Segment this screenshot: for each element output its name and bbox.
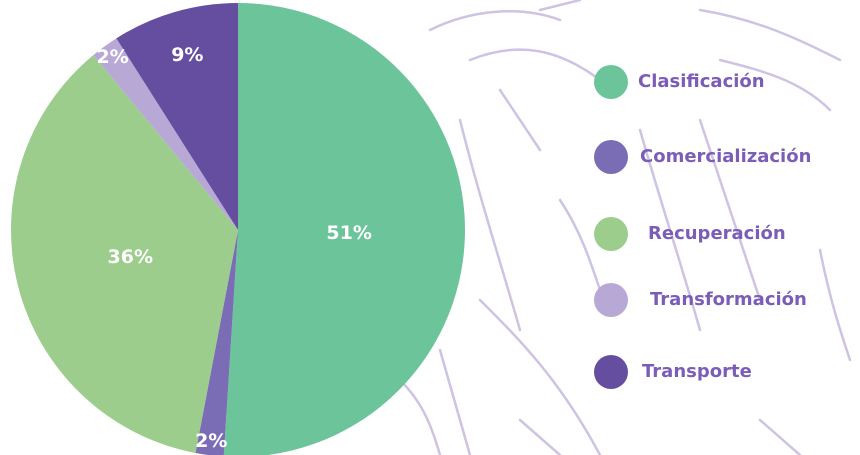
data-label: 2% (96, 46, 128, 68)
pie-slice (116, 3, 238, 230)
pie-slice (93, 38, 239, 231)
pie-slice (223, 3, 465, 455)
legend-label: Comercialización (640, 146, 811, 167)
legend-swatch (594, 217, 628, 251)
legend-label: Transporte (642, 361, 752, 382)
pie-slice (195, 230, 238, 455)
data-label: 2% (195, 430, 227, 452)
data-label: 36% (108, 246, 153, 268)
background-sketch (398, 0, 852, 455)
legend-label: Clasificación (638, 71, 765, 92)
legend-swatch (594, 65, 628, 99)
data-label: 9% (171, 44, 203, 66)
legend-label: Recuperación (648, 223, 786, 244)
data-label: 51% (326, 222, 371, 244)
legend-swatch (594, 140, 628, 174)
pie-slice (10, 55, 239, 453)
legend-swatch (594, 283, 628, 317)
legend-swatch (594, 355, 628, 389)
legend-label: Transformación (650, 289, 807, 310)
